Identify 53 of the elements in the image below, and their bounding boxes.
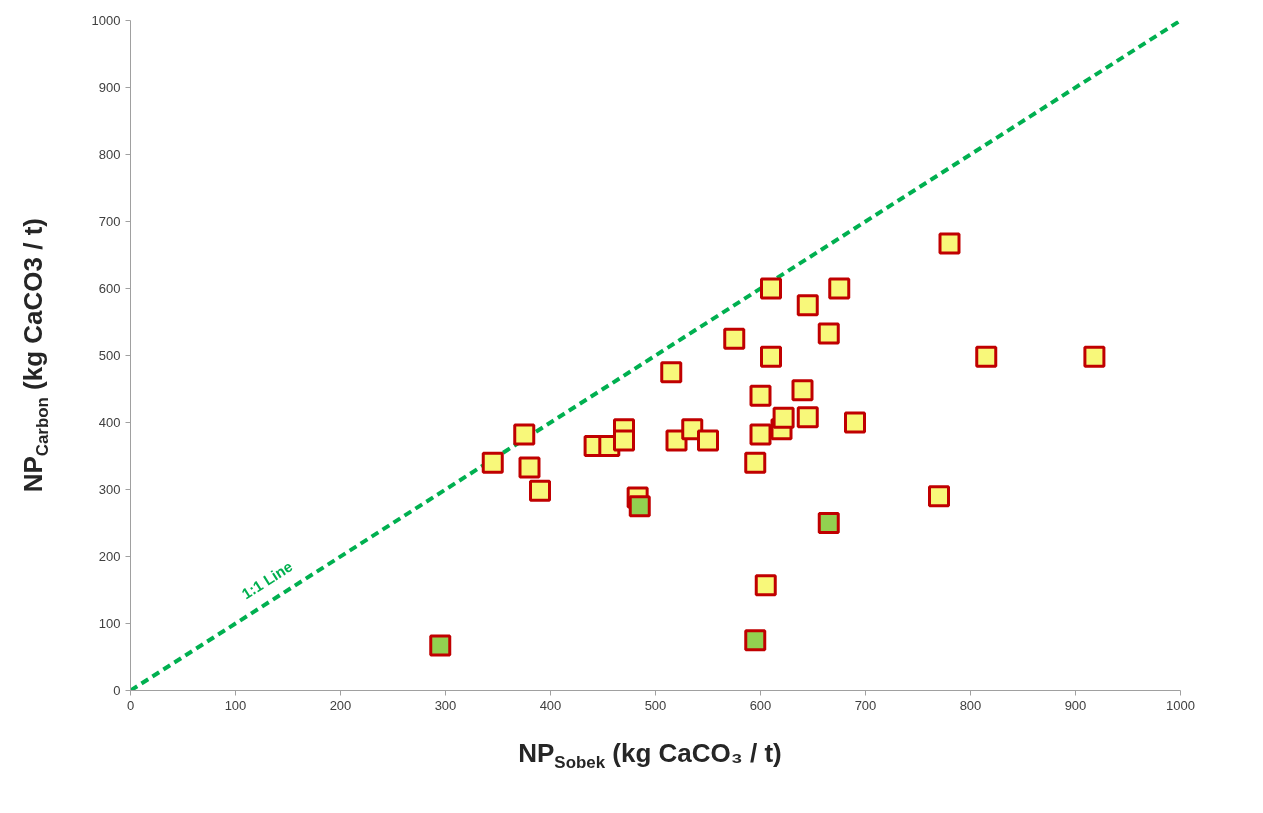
y-tick-label: 700 [98, 214, 121, 229]
x-tick-label: 1000 [1166, 697, 1195, 713]
y-tick-label: 200 [98, 549, 121, 564]
point [754, 574, 777, 597]
point [772, 406, 795, 429]
point [723, 327, 746, 350]
y-tick-label: 900 [98, 80, 121, 95]
point [928, 485, 950, 508]
x-tick-label: 400 [539, 697, 562, 713]
x-tick-label: 700 [854, 697, 877, 713]
x-tick-label: 600 [749, 697, 772, 713]
x-tick-label: 900 [1064, 697, 1087, 713]
x-tick-label: 0 [126, 697, 135, 713]
y-tick-label: 600 [98, 281, 121, 296]
x-tick-label: 200 [329, 697, 352, 713]
point [796, 406, 819, 429]
point [817, 512, 840, 534]
point [660, 361, 683, 384]
point [697, 429, 719, 452]
point [749, 384, 772, 407]
x-tick-label: 800 [959, 697, 982, 713]
x-axis-title: NP$_{Sobek}$ (kg CaCO₃ / t) [518, 737, 782, 775]
y-tick-label: 800 [98, 147, 121, 162]
point [817, 322, 840, 345]
point [791, 379, 814, 402]
point [828, 277, 851, 300]
point [975, 345, 998, 368]
y-tick-label: 1000 [91, 13, 121, 28]
point [749, 423, 772, 446]
point [628, 495, 651, 518]
x-tick-label: 300 [434, 697, 457, 713]
point [744, 629, 767, 652]
point [760, 277, 782, 300]
point [796, 294, 819, 317]
point [613, 429, 635, 452]
y-tick-label: 300 [98, 482, 121, 497]
point [1083, 345, 1106, 368]
y-tick-label: 100 [98, 616, 121, 631]
point [938, 232, 961, 255]
point [760, 345, 782, 368]
y-tick-label: 0 [113, 683, 121, 698]
point [513, 423, 536, 446]
y-tick-label: 400 [98, 415, 121, 430]
point [529, 479, 551, 502]
x-tick-label: 100 [224, 697, 247, 713]
point [429, 634, 452, 657]
x-tick-label: 500 [644, 697, 667, 713]
y-tick-label: 500 [98, 348, 121, 363]
point [518, 456, 541, 479]
point [481, 451, 504, 474]
point [844, 411, 866, 434]
annotation: 1:1 Line [238, 557, 296, 603]
point [744, 451, 767, 474]
